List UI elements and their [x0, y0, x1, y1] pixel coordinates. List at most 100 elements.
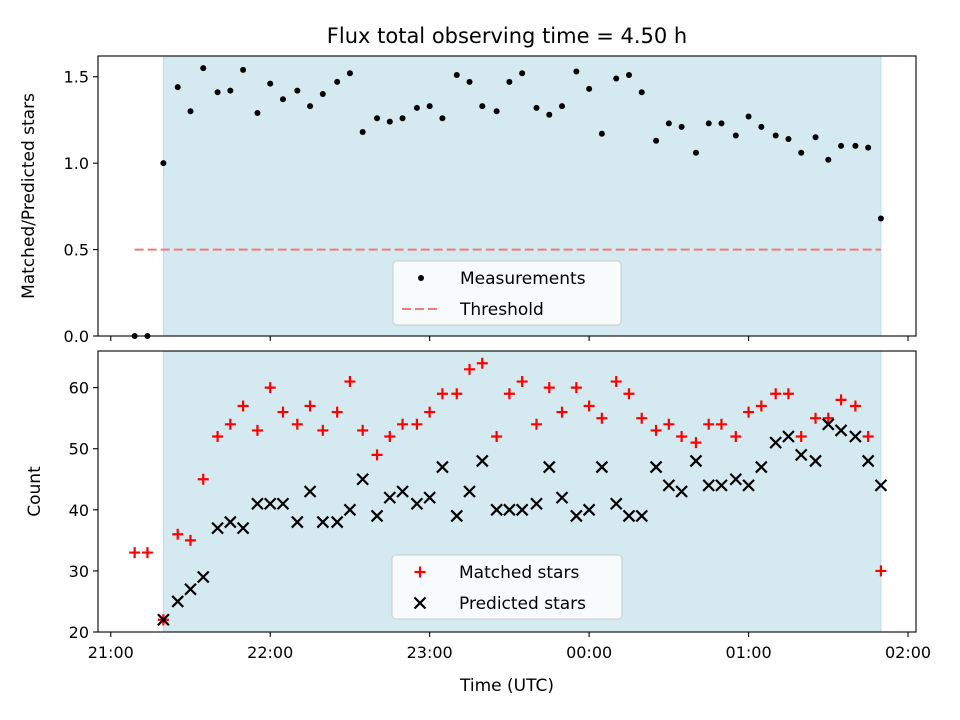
data-point — [570, 382, 582, 394]
data-point — [795, 431, 807, 443]
data-point — [875, 565, 887, 577]
data-point — [476, 454, 489, 468]
legend-box — [391, 554, 623, 620]
data-point — [491, 431, 503, 443]
data-point — [240, 66, 247, 73]
data-point — [277, 406, 289, 418]
data-point — [703, 418, 715, 430]
data-point — [410, 497, 424, 510]
data-point — [463, 485, 476, 498]
data-point — [160, 160, 167, 167]
legend-box — [392, 260, 622, 326]
data-point — [515, 503, 529, 517]
data-point — [172, 528, 184, 540]
data-point — [770, 388, 782, 400]
data-point — [424, 406, 436, 418]
data-point — [772, 132, 779, 139]
data-point — [291, 515, 304, 529]
y-axis-label: Count — [25, 466, 45, 517]
data-point — [598, 130, 605, 137]
data-point — [862, 431, 874, 443]
data-point — [516, 376, 528, 388]
data-point — [157, 613, 170, 627]
data-point — [874, 479, 888, 492]
data-point — [825, 156, 832, 163]
data-point — [374, 115, 381, 122]
data-point — [200, 65, 207, 72]
data-point — [705, 120, 712, 127]
data-point — [227, 87, 234, 94]
data-point — [396, 485, 409, 498]
data-point — [782, 388, 794, 400]
data-point — [782, 430, 795, 443]
data-point — [251, 497, 264, 510]
y-axis-label: Matched/Predicted stars — [19, 93, 39, 299]
data-point — [852, 142, 859, 149]
data-point — [877, 215, 884, 222]
data-point — [785, 135, 792, 142]
data-point — [453, 72, 460, 79]
data-point — [798, 149, 805, 156]
data-point — [743, 406, 755, 418]
data-point — [426, 103, 433, 110]
data-point — [812, 134, 819, 141]
data-point — [623, 388, 635, 400]
data-point — [638, 89, 645, 96]
data-point — [451, 388, 463, 400]
data-point — [690, 437, 702, 449]
x-axis-label: Time (UTC) — [459, 676, 554, 696]
data-point — [583, 400, 595, 412]
data-point — [861, 454, 875, 468]
x-tick-label: 00:00 — [566, 643, 612, 662]
data-point — [383, 491, 397, 504]
data-point — [506, 78, 513, 85]
data-point — [650, 424, 662, 436]
data-point — [276, 497, 290, 510]
x-tick-label: 02:00 — [885, 643, 931, 662]
data-point — [439, 115, 446, 122]
data-point — [613, 75, 620, 82]
legend: Measurements Threshold — [392, 260, 622, 326]
x-tick-label: 21:00 — [88, 643, 134, 662]
data-point — [849, 400, 861, 412]
legend-dot-swatch — [418, 275, 424, 281]
data-point — [184, 534, 196, 546]
data-point — [386, 118, 393, 125]
data-point — [436, 460, 449, 474]
top-panel: 0.0 0.5 1.0 1.5 Matched/Predicted stars Measu… — [19, 55, 917, 346]
y-tick-label: 1.0 — [64, 154, 89, 173]
data-point — [356, 473, 369, 486]
data-point — [423, 491, 436, 504]
data-point — [573, 68, 580, 75]
data-point — [822, 418, 835, 431]
data-point — [503, 503, 516, 517]
legend-label: Predicted stars — [459, 594, 586, 614]
data-point — [663, 418, 675, 430]
data-point — [490, 503, 503, 517]
axes-frame — [97, 350, 917, 633]
data-point — [319, 91, 326, 98]
data-point — [236, 521, 250, 535]
data-point — [556, 406, 568, 418]
data-point — [413, 104, 420, 111]
y-tick-label: 40 — [69, 501, 89, 520]
data-point — [411, 418, 423, 430]
data-point — [755, 400, 767, 412]
data-point — [596, 412, 608, 424]
data-point — [692, 149, 699, 156]
data-point — [141, 547, 153, 559]
axes-frame — [97, 55, 917, 337]
data-point — [769, 436, 782, 449]
data-point — [359, 129, 366, 136]
data-point — [555, 491, 569, 504]
data-point — [810, 412, 822, 424]
data-point — [476, 357, 488, 369]
y-tick-label: 60 — [69, 379, 89, 398]
data-point — [343, 503, 357, 517]
data-point — [758, 123, 765, 130]
data-point — [304, 400, 316, 412]
data-point — [794, 448, 808, 462]
data-point — [533, 104, 540, 111]
data-point — [307, 103, 314, 110]
data-point — [636, 412, 648, 424]
